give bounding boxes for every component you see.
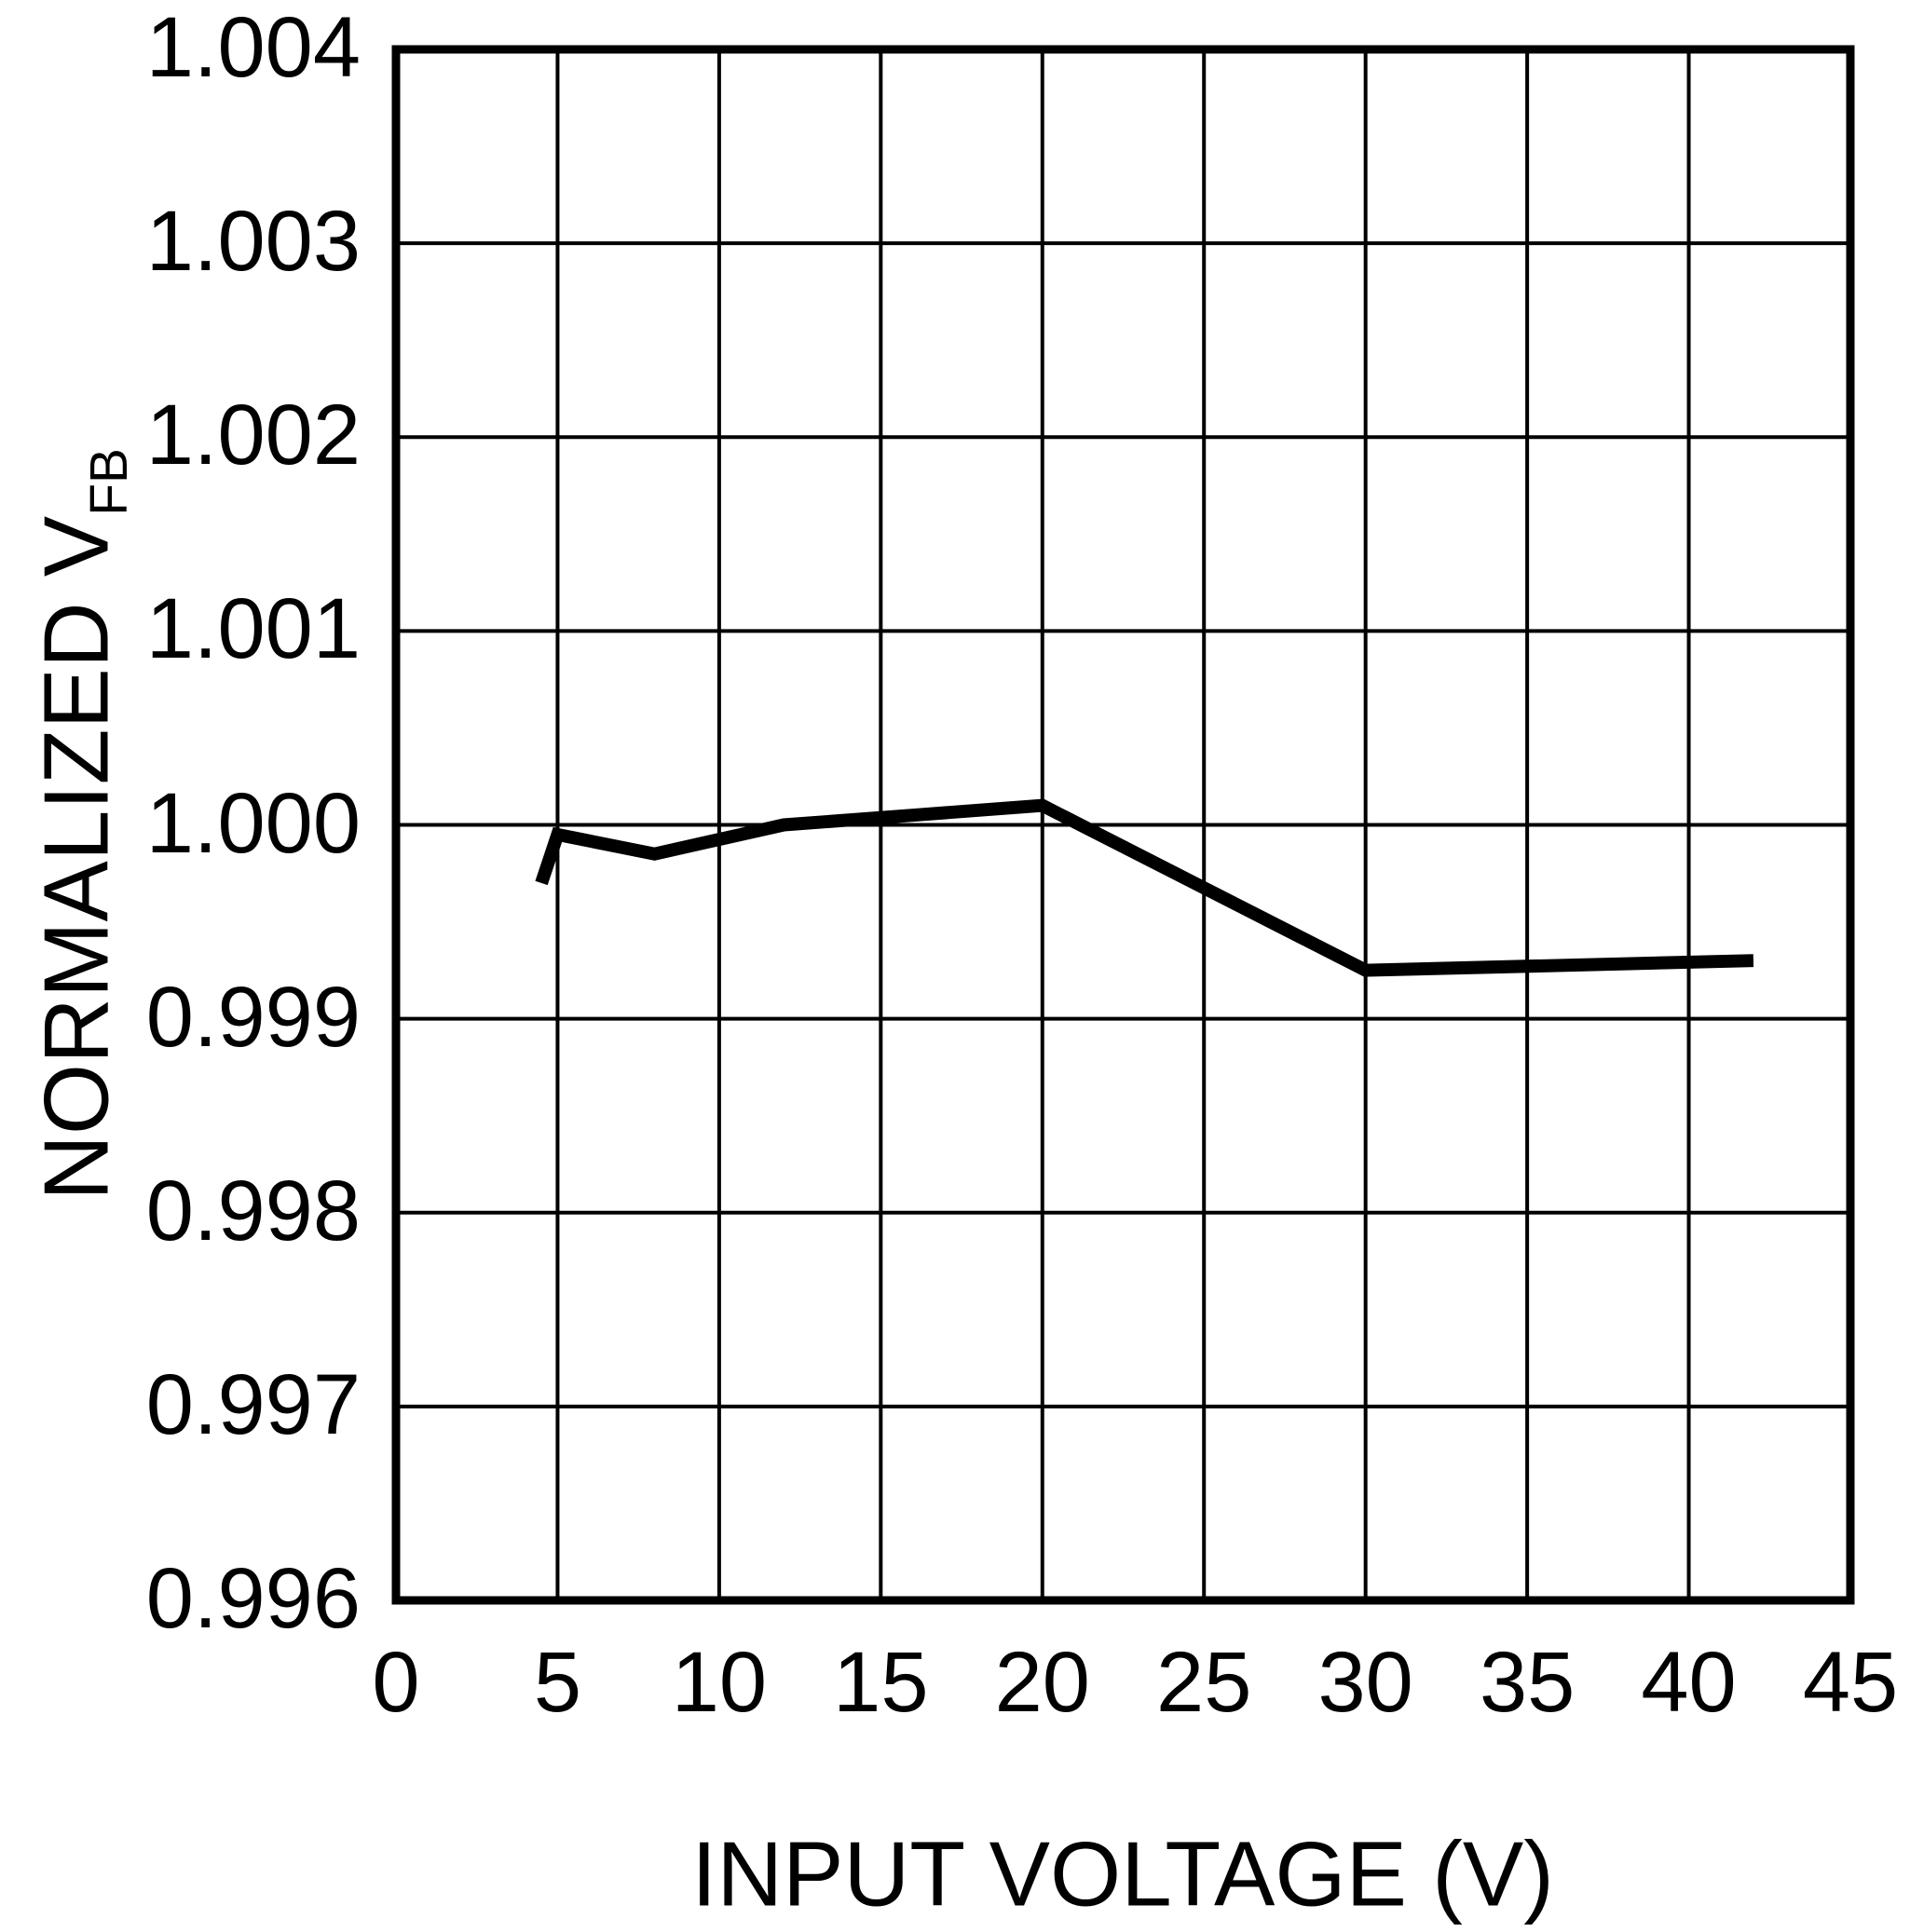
x-tick-label: 40 (1641, 1635, 1737, 1730)
y-tick-label: 1.003 (145, 194, 361, 290)
y-axis-title: NORMALIZED VFB (24, 448, 140, 1201)
x-tick-label: 0 (372, 1635, 420, 1730)
y-tick-label: 1.001 (145, 581, 361, 677)
x-tick-label: 20 (994, 1635, 1090, 1730)
y-tick-label: 0.997 (145, 1357, 361, 1453)
y-tick-label: 0.998 (145, 1163, 361, 1259)
y-tick-label: 0.999 (145, 969, 361, 1065)
x-tick-label: 15 (833, 1635, 929, 1730)
y-tick-label: 0.996 (145, 1551, 361, 1647)
data-line (535, 798, 1754, 977)
x-tick-label: 5 (533, 1635, 582, 1730)
y-tick-label: 1.002 (145, 388, 361, 483)
x-tick-label: 10 (671, 1635, 768, 1730)
y-tick-label: 1.000 (145, 775, 361, 871)
x-tick-label: 30 (1317, 1635, 1413, 1730)
plot-border (391, 45, 1855, 1605)
y-tick-label: 1.004 (145, 0, 361, 96)
y-axis-title-text: NORMALIZED V (24, 515, 128, 1201)
x-tick-label: 25 (1156, 1635, 1252, 1730)
x-tick-label: 45 (1802, 1635, 1899, 1730)
x-axis-title: INPUT VOLTAGE (V) (691, 1822, 1554, 1925)
x-tick-label: 35 (1479, 1635, 1576, 1730)
y-axis-title-subscript: FB (80, 448, 140, 516)
